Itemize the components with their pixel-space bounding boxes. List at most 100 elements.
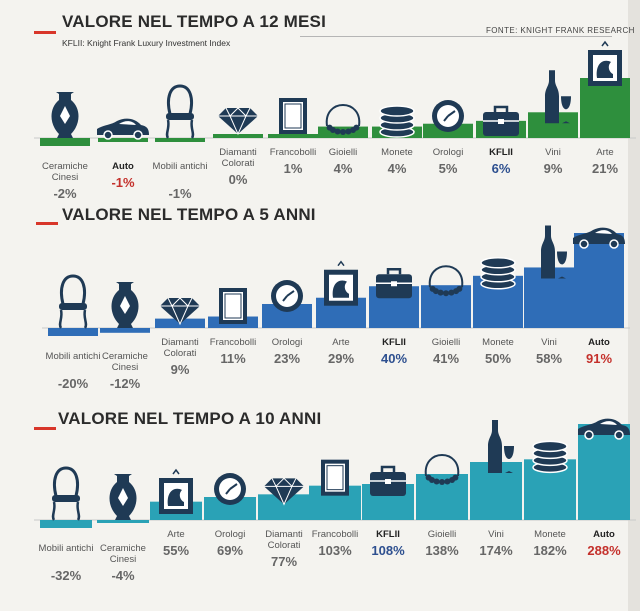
wine-icon — [541, 225, 567, 279]
value-label: -4% — [111, 568, 135, 583]
value-label: 77% — [270, 554, 298, 569]
category-label: Francobolli — [209, 337, 257, 348]
category-label: Mobili antichi — [152, 161, 208, 172]
value-label: 9% — [170, 362, 190, 377]
painting-icon — [159, 468, 193, 514]
section-title-5y: VALORE NEL TEMPO A 5 ANNI — [62, 205, 316, 224]
source-label: FONTE: KNIGHT FRANK RESEARCH — [486, 26, 635, 35]
title-dash-10y — [34, 427, 56, 430]
wine-icon — [488, 420, 514, 473]
painting-icon — [324, 260, 358, 306]
value-label: 288% — [587, 543, 621, 558]
value-label: 1% — [283, 161, 303, 176]
chart-2 — [34, 418, 636, 528]
category-label: Auto — [112, 161, 134, 172]
value-label: 138% — [425, 543, 459, 558]
section-title-10y: VALORE NEL TEMPO A 10 ANNI — [58, 409, 322, 428]
coins-icon — [379, 105, 415, 138]
value-label: -2% — [53, 186, 77, 201]
value-label: 50% — [484, 351, 512, 366]
category-label: Vini — [488, 529, 504, 540]
bar-0-10 — [580, 78, 630, 138]
value-label: 9% — [543, 161, 563, 176]
vase-icon — [51, 92, 79, 138]
chair-icon — [58, 274, 88, 329]
value-label: -1% — [111, 175, 135, 190]
title-dash-5y — [36, 222, 58, 225]
value-label: 40% — [380, 351, 408, 366]
bar-0-3 — [213, 134, 263, 138]
chair-icon — [51, 466, 81, 521]
diamond-icon — [218, 107, 258, 136]
category-label: Diamanti Colorati — [161, 337, 199, 359]
coins-icon — [532, 440, 568, 474]
bar-0-2 — [155, 138, 205, 142]
value-label: 5% — [438, 161, 458, 176]
section-subtitle-12m: KFLII: Knight Frank Luxury Investment In… — [62, 38, 231, 48]
value-label: -12% — [109, 376, 141, 391]
page-edge — [628, 0, 640, 611]
category-label: Mobili antichi — [38, 543, 94, 554]
bar-2-1 — [97, 520, 149, 523]
category-label: Auto — [588, 337, 610, 348]
category-label: Diamanti Colorati — [219, 147, 257, 169]
category-label: KFLII — [489, 147, 513, 158]
category-label: Monete — [534, 529, 566, 540]
category-label: KFLII — [382, 337, 406, 348]
value-label: 4% — [333, 161, 353, 176]
value-label: 11% — [220, 351, 246, 366]
chart-0 — [34, 40, 636, 146]
value-label: -32% — [50, 568, 82, 583]
section-title-12m: VALORE NEL TEMPO A 12 MESI — [62, 12, 327, 31]
value-label: 58% — [535, 351, 563, 366]
value-label: 6% — [491, 161, 511, 176]
value-label: 0% — [228, 172, 248, 187]
value-label: 23% — [273, 351, 301, 366]
category-label: KFLII — [376, 529, 400, 540]
category-label: Vini — [545, 147, 561, 158]
category-label: Orologi — [214, 529, 246, 540]
diamond-icon — [264, 477, 304, 506]
value-label: 4% — [387, 161, 407, 176]
watch-icon — [432, 100, 464, 132]
bar-2-0 — [40, 520, 92, 528]
category-label: Monete — [381, 147, 413, 158]
wine-icon — [545, 70, 571, 124]
bar-0-0 — [40, 138, 90, 146]
title-dash-12m — [34, 31, 56, 34]
category-label: Mobili antichi — [45, 351, 101, 362]
bar-2-10 — [578, 424, 630, 520]
chair-icon — [165, 84, 195, 139]
value-label: 21% — [591, 161, 619, 176]
value-label: 41% — [432, 351, 460, 366]
value-label: -1% — [168, 186, 192, 201]
category-label: Gioielli — [427, 529, 457, 540]
briefcase-icon — [370, 465, 406, 496]
category-label: Ceramiche Cinesi — [42, 161, 88, 183]
bar-1-10 — [574, 233, 624, 328]
category-label: Gioielli — [328, 147, 358, 158]
value-label: 103% — [318, 543, 352, 558]
necklace-icon — [325, 104, 361, 135]
bar-1-0 — [48, 328, 98, 336]
necklace-icon — [424, 454, 460, 485]
header-rule — [300, 36, 612, 37]
bar-0-1 — [98, 138, 148, 142]
category-label: Francobolli — [311, 529, 359, 540]
category-label: Vini — [541, 337, 557, 348]
category-label: Gioielli — [431, 337, 461, 348]
car-icon — [573, 227, 625, 249]
coins-icon — [480, 257, 516, 290]
value-label: 69% — [216, 543, 244, 558]
category-label: Orologi — [432, 147, 464, 158]
value-label: 55% — [162, 543, 190, 558]
watch-icon — [214, 473, 246, 505]
value-label: 108% — [371, 543, 405, 558]
briefcase-icon — [376, 267, 412, 299]
category-label: Orologi — [271, 337, 303, 348]
category-label: Arte — [596, 147, 614, 158]
category-label: Arte — [167, 529, 185, 540]
diamond-icon — [160, 297, 200, 326]
